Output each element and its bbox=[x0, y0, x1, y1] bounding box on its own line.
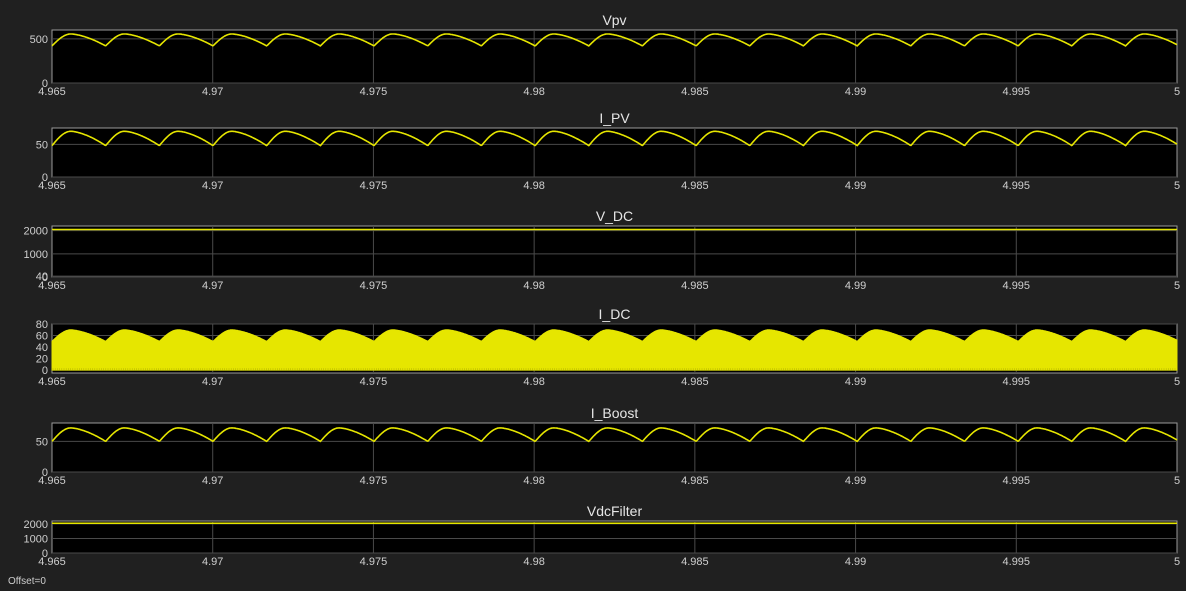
x-tick-label: 4.99 bbox=[845, 86, 866, 98]
y-tick-label: 0 bbox=[42, 172, 48, 184]
x-tick-label: 5 bbox=[1174, 475, 1180, 487]
x-tick-label: 4.99 bbox=[845, 180, 866, 192]
signal-line bbox=[51, 427, 1178, 443]
subplot-title: I_DC bbox=[599, 306, 631, 322]
x-tick-label: 4.98 bbox=[523, 180, 544, 192]
x-tick-label: 4.985 bbox=[681, 180, 709, 192]
x-tick-label: 4.975 bbox=[360, 280, 388, 292]
axes-area bbox=[51, 225, 1178, 278]
y-tick-label: 2000 bbox=[24, 519, 48, 531]
x-tick-label: 4.965 bbox=[38, 280, 66, 292]
x-tick-label: 4.975 bbox=[360, 180, 388, 192]
x-tick-label: 4.995 bbox=[1003, 280, 1031, 292]
subplot-title: I_PV bbox=[599, 110, 630, 126]
x-tick-label: 4.98 bbox=[523, 86, 544, 98]
subplot-5: I_Boost 4.965 4.97 4.975 4.98 4.985 4.99 4.995 5… bbox=[36, 405, 1180, 487]
y-tick-label: 80 bbox=[36, 319, 48, 331]
x-tick-label: 4.995 bbox=[1003, 180, 1031, 192]
subplot-title: Vpv bbox=[602, 12, 626, 28]
subplot-6: VdcFilter 4.965 4.97 4.975 4.98 4.985 4.99 4.99… bbox=[24, 503, 1181, 568]
subplot-1: Vpv 4.965 4.97 4.975 4.98 4.985 4.99 4.995 5 0 500 bbox=[30, 12, 1180, 98]
x-tick-label: 5 bbox=[1174, 376, 1180, 388]
subplot-4: I_DC 4.965 4.97 4.975 4.98 4.985 4.99 4.995 5 020… bbox=[36, 306, 1180, 388]
subplot-title: V_DC bbox=[596, 208, 633, 224]
subplot-title: VdcFilter bbox=[587, 503, 643, 519]
x-tick-label: 4.97 bbox=[202, 556, 223, 568]
y-tick-label: 0 bbox=[42, 272, 48, 284]
x-tick-label: 5 bbox=[1174, 180, 1180, 192]
x-tick-label: 4.985 bbox=[681, 475, 709, 487]
y-tick-label: 0 bbox=[42, 365, 48, 377]
x-tick-label: 4.985 bbox=[681, 280, 709, 292]
signal-band bbox=[51, 329, 1178, 371]
offset-label: Offset=0 bbox=[8, 576, 46, 587]
y-tick-label: 50 bbox=[36, 436, 48, 448]
x-tick-label: 4.965 bbox=[38, 376, 66, 388]
x-tick-label: 4.98 bbox=[523, 556, 544, 568]
y-tick-label: 50 bbox=[36, 139, 48, 151]
x-tick-label: 4.97 bbox=[202, 180, 223, 192]
y-tick-label: 1000 bbox=[24, 533, 48, 545]
y-tick-label: 0 bbox=[42, 467, 48, 479]
x-tick-label: 5 bbox=[1174, 556, 1180, 568]
x-tick-label: 4.995 bbox=[1003, 475, 1031, 487]
subplot-title: I_Boost bbox=[591, 405, 639, 421]
x-tick-label: 4.99 bbox=[845, 556, 866, 568]
x-tick-label: 4.985 bbox=[681, 86, 709, 98]
x-tick-label: 4.97 bbox=[202, 86, 223, 98]
signal-line bbox=[51, 33, 1178, 47]
x-tick-label: 4.97 bbox=[202, 376, 223, 388]
y-tick-label: 20 bbox=[36, 354, 48, 366]
x-tick-label: 4.995 bbox=[1003, 556, 1031, 568]
y-tick-label: 60 bbox=[36, 331, 48, 343]
y-tick-label: 0 bbox=[42, 548, 48, 560]
x-tick-label: 4.98 bbox=[523, 475, 544, 487]
axes-area bbox=[51, 422, 1178, 473]
axes-area bbox=[51, 520, 1178, 554]
axes-area bbox=[51, 127, 1178, 178]
x-tick-label: 4.965 bbox=[38, 475, 66, 487]
x-tick-label: 4.97 bbox=[202, 280, 223, 292]
x-tick-label: 4.965 bbox=[38, 86, 66, 98]
x-tick-label: 4.98 bbox=[523, 280, 544, 292]
x-tick-label: 4.965 bbox=[38, 180, 66, 192]
y-tick-label: 2000 bbox=[24, 226, 48, 238]
x-tick-label: 5 bbox=[1174, 280, 1180, 292]
y-tick-label: 40 bbox=[36, 342, 48, 354]
x-tick-label: 4.975 bbox=[360, 376, 388, 388]
y-tick-label: 500 bbox=[30, 34, 48, 46]
x-tick-label: 4.99 bbox=[845, 376, 866, 388]
x-tick-label: 4.985 bbox=[681, 556, 709, 568]
x-tick-label: 4.995 bbox=[1003, 376, 1031, 388]
signal-line bbox=[51, 130, 1178, 147]
y-tick-label: 40 bbox=[36, 271, 48, 283]
x-tick-label: 4.975 bbox=[360, 475, 388, 487]
y-tick-label: 1000 bbox=[24, 249, 48, 261]
x-tick-label: 4.975 bbox=[360, 556, 388, 568]
x-tick-label: 4.99 bbox=[845, 475, 866, 487]
x-tick-label: 4.99 bbox=[845, 280, 866, 292]
x-tick-label: 4.995 bbox=[1003, 86, 1031, 98]
x-tick-label: 4.97 bbox=[202, 475, 223, 487]
x-tick-label: 4.965 bbox=[38, 556, 66, 568]
switching-lines bbox=[52, 368, 1176, 371]
subplot-3: V_DC 4.965 4.97 4.975 4.98 4.985 4.99 4.995 5 040… bbox=[24, 208, 1181, 292]
x-tick-label: 4.975 bbox=[360, 86, 388, 98]
y-tick-label: 0 bbox=[42, 78, 48, 90]
x-tick-label: 4.98 bbox=[523, 376, 544, 388]
x-tick-label: 5 bbox=[1174, 86, 1180, 98]
x-tick-label: 4.985 bbox=[681, 376, 709, 388]
